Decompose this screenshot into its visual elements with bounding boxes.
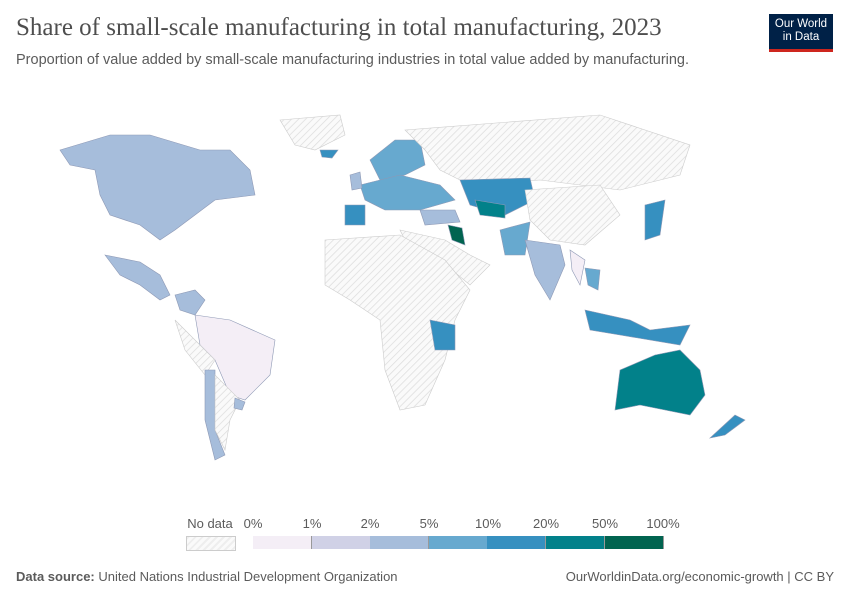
legend-swatch xyxy=(253,536,312,549)
footer-link[interactable]: OurWorldinData.org/economic-growth | CC … xyxy=(565,569,834,584)
legend-swatch xyxy=(311,536,371,549)
legend-no-data-swatch xyxy=(186,536,236,551)
legend-swatch xyxy=(604,536,664,549)
legend-swatch xyxy=(428,536,488,549)
source-text: United Nations Industrial Development Or… xyxy=(98,569,398,584)
north-america[interactable] xyxy=(59,114,346,301)
legend-no-data-label: No data xyxy=(187,516,233,531)
legend-swatch xyxy=(546,536,605,549)
legend-tick: 1% xyxy=(302,516,322,531)
africa[interactable] xyxy=(324,234,471,411)
source-label: Data source: xyxy=(16,569,95,584)
asia[interactable] xyxy=(399,177,691,346)
data-source: Data source: United Nations Industrial D… xyxy=(16,569,398,584)
legend-tick: 5% xyxy=(419,516,439,531)
legend-tick: 2% xyxy=(360,516,380,531)
oceania[interactable] xyxy=(614,349,746,439)
owid-logo[interactable]: Our World in Data xyxy=(769,14,833,52)
chart-subtitle: Proportion of value added by small-scale… xyxy=(16,52,690,68)
south-america[interactable] xyxy=(174,289,276,461)
legend-tick: 50% xyxy=(591,516,619,531)
legend-tick: 20% xyxy=(532,516,560,531)
legend-swatch xyxy=(487,536,547,549)
legend-tick: 0% xyxy=(243,516,263,531)
europe[interactable] xyxy=(319,114,691,226)
legend-tick: 100% xyxy=(646,516,680,531)
legend-swatch xyxy=(370,536,430,549)
chart-title: Share of small-scale manufacturing in to… xyxy=(16,14,662,41)
legend-tick: 10% xyxy=(474,516,502,531)
world-map xyxy=(59,114,746,461)
